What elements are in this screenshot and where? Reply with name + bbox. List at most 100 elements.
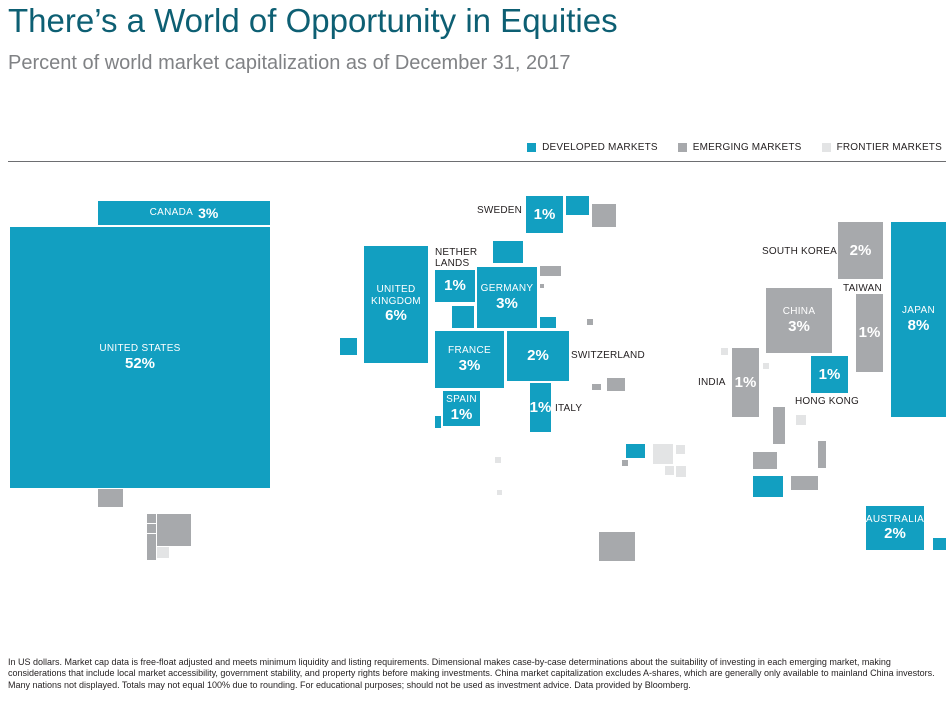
tile-russia	[592, 204, 616, 227]
tile-egypt	[622, 460, 628, 466]
tile-pakistan	[721, 348, 728, 355]
tile-italy: 1%	[530, 383, 551, 432]
tile-uae	[676, 466, 686, 477]
page-title: There’s a World of Opportunity in Equiti…	[8, 2, 618, 39]
tile-taiwan-pct: 1%	[858, 324, 881, 342]
tile-netherlands: 1%	[435, 270, 475, 302]
tile-spain-pct: 1%	[450, 405, 473, 423]
tile-czech	[540, 284, 544, 288]
tile-sweden: 1%	[526, 196, 563, 233]
tile-china-pct: 3%	[788, 317, 810, 335]
tile-united-states-pct: 52%	[124, 354, 156, 372]
label-taiwan: TAIWAN	[843, 283, 882, 294]
tile-india: 1%	[732, 348, 759, 417]
tile-hungary	[587, 319, 593, 325]
tile-finland	[566, 196, 589, 215]
legend-swatch-frontier	[821, 143, 831, 152]
footnote: In US dollars. Market cap data is free-f…	[8, 657, 935, 690]
tile-hong-kong: 1%	[811, 356, 848, 393]
tile-france-pct: 3%	[458, 356, 481, 374]
tile-mexico	[98, 489, 123, 507]
tile-qatar	[665, 466, 674, 475]
page-subtitle: Percent of world market capitalization a…	[8, 52, 571, 74]
tile-south-africa	[599, 532, 635, 561]
tile-greece	[592, 384, 601, 390]
tile-chile	[147, 534, 156, 560]
tile-germany-name: GERMANY	[480, 283, 534, 295]
tile-united-kingdom-name: UNITED KINGDOM	[371, 284, 421, 307]
tile-switzerland-pct: 2%	[527, 347, 549, 365]
label-switzerland: SWITZERLAND	[571, 350, 645, 361]
tile-south-korea: 2%	[838, 222, 883, 279]
tile-china-name: CHINA	[782, 306, 816, 318]
tile-united-states-name: UNITED STATES	[99, 343, 181, 355]
legend-label-emerging: EMERGING MARKETS	[692, 142, 802, 153]
tile-japan-name: JAPAN	[902, 305, 935, 317]
legend-label-developed: DEVELOPED MARKETS	[542, 142, 658, 153]
legend-item-emerging: EMERGING MARKETS	[677, 142, 802, 153]
tile-france-name: FRANCE	[448, 345, 491, 357]
label-netherlands: NETHER LANDS	[435, 247, 478, 269]
tile-nigeria	[497, 490, 502, 495]
header-rule	[8, 161, 946, 162]
tile-sri-lanka	[796, 415, 806, 425]
tile-saudi	[653, 444, 673, 464]
tile-south-korea-pct: 2%	[849, 241, 872, 259]
tile-bangladesh	[763, 363, 769, 369]
tile-japan-pct: 8%	[907, 316, 930, 334]
tile-morocco	[495, 457, 501, 463]
legend-label-frontier: FRONTIER MARKETS	[836, 142, 942, 153]
tile-portugal	[435, 416, 441, 428]
legend-item-developed: DEVELOPED MARKETS	[527, 142, 658, 153]
tile-spain: SPAIN 1%	[443, 391, 480, 426]
tile-austria	[540, 317, 556, 328]
label-india: INDIA	[698, 377, 726, 388]
tile-malaysia	[753, 452, 777, 469]
tile-singapore	[753, 476, 783, 497]
tile-israel	[626, 444, 645, 458]
tile-united-kingdom-pct: 6%	[385, 307, 407, 325]
tile-australia-name: AUSTRALIA	[865, 513, 925, 525]
tile-italy-pct: 1%	[529, 398, 552, 416]
label-hong-kong: HONG KONG	[795, 396, 860, 407]
tile-spain-name: SPAIN	[446, 394, 477, 406]
tile-peru	[147, 524, 156, 533]
tile-kuwait	[676, 445, 685, 454]
tile-australia: AUSTRALIA 2%	[866, 506, 924, 550]
tile-indonesia	[791, 476, 818, 490]
tile-canada-name: CANADA	[149, 207, 194, 219]
tile-philippines	[818, 441, 826, 468]
tile-netherlands-pct: 1%	[444, 277, 466, 295]
tile-china: CHINA 3%	[766, 288, 832, 353]
tile-japan: JAPAN 8%	[891, 222, 946, 417]
legend: DEVELOPED MARKETS EMERGING MARKETS FRONT…	[527, 142, 942, 153]
legend-swatch-developed	[527, 143, 537, 152]
label-sweden: SWEDEN	[477, 205, 523, 216]
tile-canada-pct: 3%	[198, 204, 219, 221]
tile-australia-pct: 2%	[884, 525, 906, 543]
tile-poland	[540, 266, 561, 276]
tile-ireland	[340, 338, 357, 355]
tile-taiwan: 1%	[856, 294, 883, 372]
tile-germany: GERMANY 3%	[477, 267, 537, 328]
tile-turkey	[607, 378, 625, 391]
tile-switzerland: 2%	[507, 331, 569, 381]
tile-canada: CANADA 3%	[98, 201, 270, 225]
tile-united-states: UNITED STATES 52%	[10, 227, 270, 488]
legend-item-frontier: FRONTIER MARKETS	[821, 142, 942, 153]
label-south-korea: SOUTH KOREA	[762, 246, 837, 257]
tile-colombia	[147, 514, 156, 523]
tile-new-zealand	[933, 538, 946, 550]
tile-india-pct: 1%	[734, 373, 757, 391]
tile-france: FRANCE 3%	[435, 331, 504, 388]
tile-hong-kong-pct: 1%	[818, 365, 841, 383]
tile-sweden-pct: 1%	[533, 205, 556, 223]
tile-germany-pct: 3%	[496, 294, 518, 312]
label-italy: ITALY	[555, 403, 583, 414]
tile-united-kingdom: UNITED KINGDOM 6%	[364, 246, 428, 363]
tile-brazil	[157, 514, 191, 546]
tile-argentina	[157, 547, 169, 558]
tile-thailand	[773, 407, 785, 444]
legend-swatch-emerging	[677, 143, 687, 152]
